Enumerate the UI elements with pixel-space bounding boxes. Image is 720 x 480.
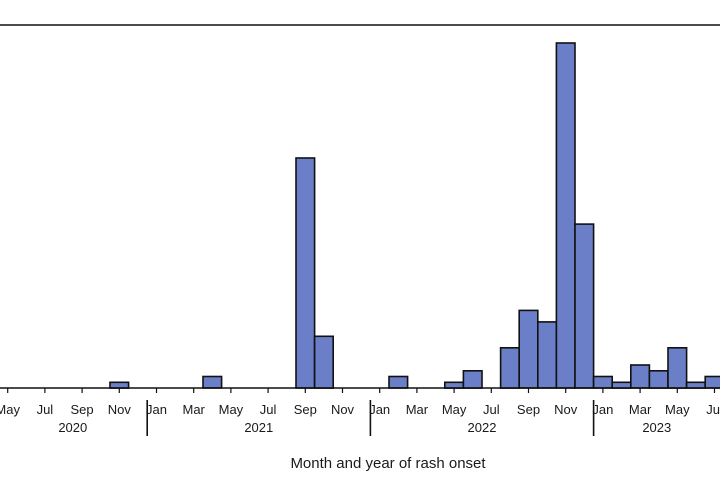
x-tick-label: May bbox=[219, 402, 244, 417]
bar-sep-2021 bbox=[295, 157, 316, 389]
year-label-2020: 2020 bbox=[58, 420, 87, 435]
x-tick-label: Mar bbox=[406, 402, 429, 417]
bar-feb-2022 bbox=[388, 375, 409, 389]
x-ticks-group: May Jul Sep Nov Jan Mar May Jul Sep Nov Jan Mar May J… bbox=[0, 388, 720, 417]
x-tick-label: Jul bbox=[37, 402, 54, 417]
x-tick-label: Mar bbox=[629, 402, 652, 417]
x-tick-label: May bbox=[442, 402, 467, 417]
x-tick-label: Jul bbox=[260, 402, 277, 417]
bar-jun-2022 bbox=[462, 369, 483, 389]
x-tick-label: Sep bbox=[71, 402, 94, 417]
x-tick-label: Jul bbox=[706, 402, 720, 417]
bar-nov-2022 bbox=[555, 42, 576, 389]
bar-jan-2023 bbox=[592, 375, 613, 389]
bar-mar-2023 bbox=[629, 364, 651, 389]
x-tick-label: Sep bbox=[517, 402, 540, 417]
x-tick-label: Jan bbox=[592, 402, 613, 417]
x-axis-title: Month and year of rash onset bbox=[290, 455, 486, 472]
year-labels-group: 2020 2021 2022 2023 bbox=[58, 400, 671, 436]
x-tick-label: Nov bbox=[108, 402, 132, 417]
year-label-2021: 2021 bbox=[244, 420, 273, 435]
x-tick-label: May bbox=[665, 402, 690, 417]
x-tick-label: Jul bbox=[483, 402, 500, 417]
bar-aug-2022 bbox=[499, 346, 521, 389]
bar-jul-2023 bbox=[704, 375, 720, 389]
bar-dec-2022 bbox=[574, 223, 595, 389]
x-tick-label: Nov bbox=[331, 402, 355, 417]
x-tick-label: Nov bbox=[554, 402, 578, 417]
year-label-2023: 2023 bbox=[642, 420, 671, 435]
x-tick-label: Jan bbox=[146, 402, 167, 417]
bar-may-2023 bbox=[667, 346, 688, 389]
x-tick-label: Sep bbox=[294, 402, 317, 417]
bar-sep-2022 bbox=[518, 309, 539, 389]
x-tick-label: May bbox=[0, 402, 20, 417]
bar-oct-2022 bbox=[536, 321, 558, 389]
x-tick-label: Jan bbox=[369, 402, 390, 417]
bars-group bbox=[109, 42, 720, 389]
bar-apr-2023 bbox=[648, 369, 669, 389]
bar-apr-2021 bbox=[202, 375, 223, 389]
year-label-2022: 2022 bbox=[468, 420, 497, 435]
x-tick-label: Mar bbox=[183, 402, 206, 417]
bar-oct-2021 bbox=[313, 335, 335, 389]
